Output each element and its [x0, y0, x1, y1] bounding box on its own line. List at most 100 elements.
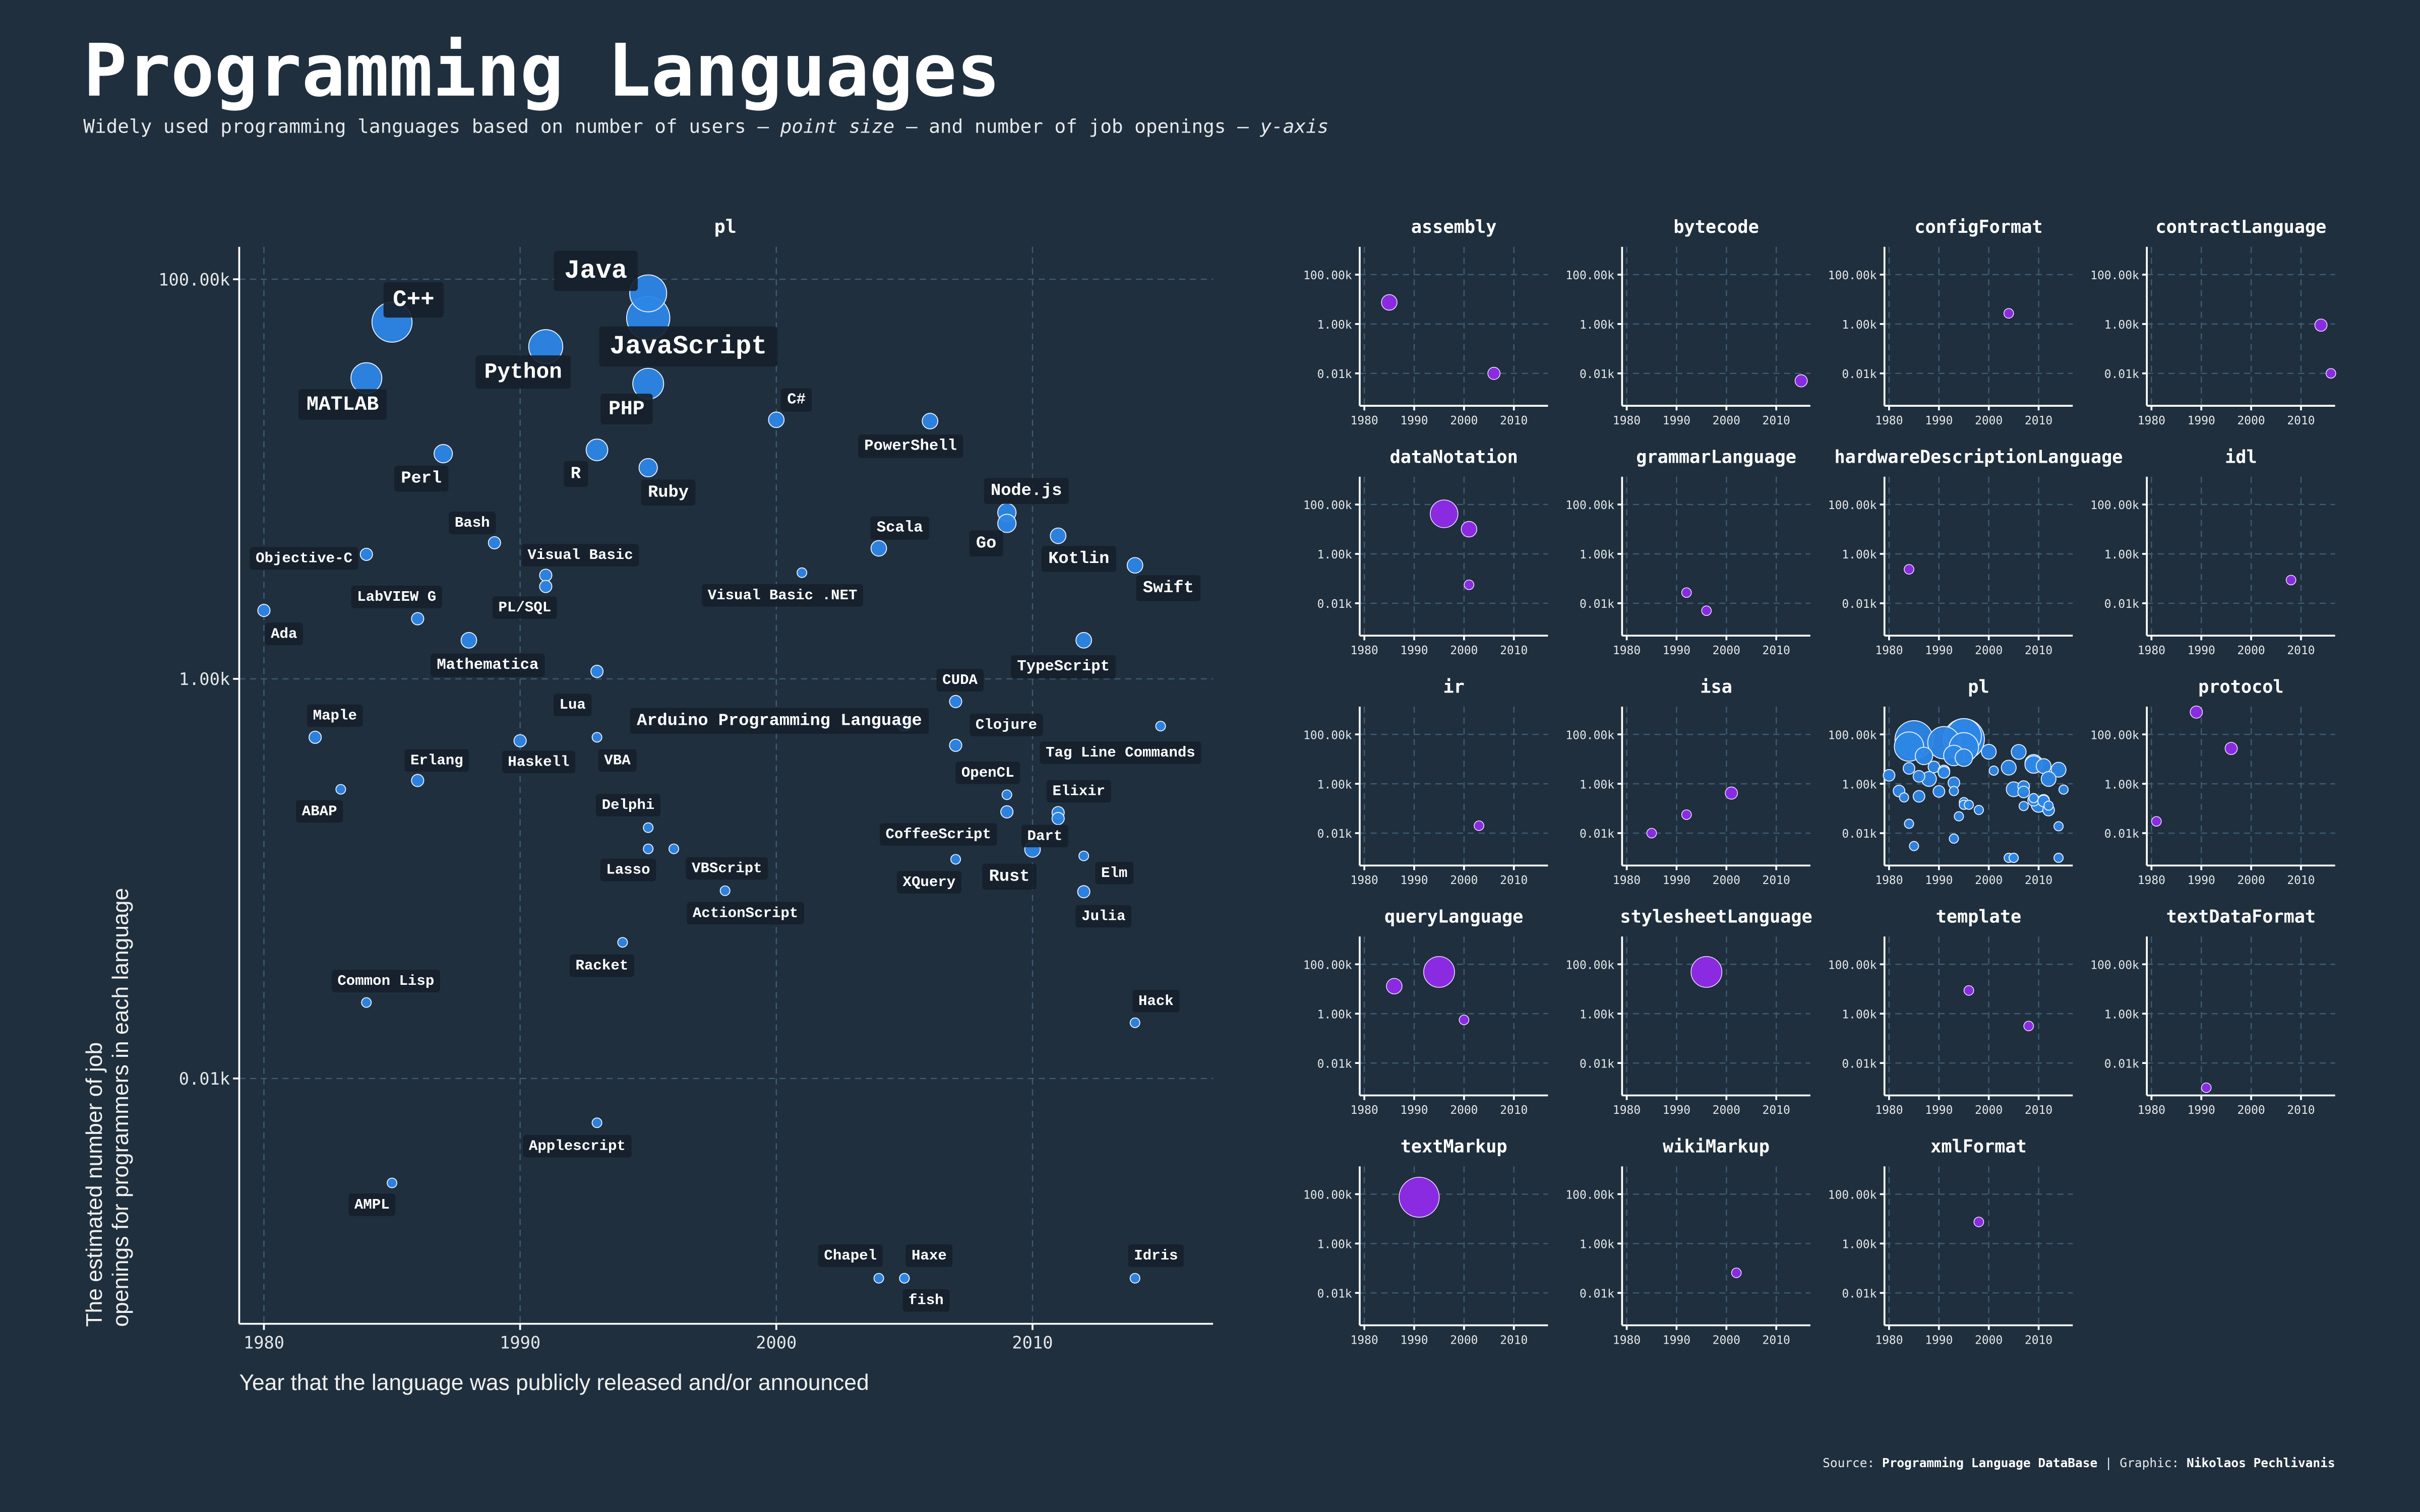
- data-point: [870, 540, 887, 557]
- point-label-text: OpenCL: [961, 765, 1014, 781]
- facet-y-tick-label: 0.01k: [2104, 598, 2139, 611]
- point-label-text: Arduino Programming Language: [637, 711, 922, 730]
- point-label-text: VBA: [604, 752, 631, 769]
- facet-x-tick-label: 1990: [1925, 874, 1953, 887]
- facet-title: template: [1936, 907, 2021, 927]
- point-label-background: [896, 871, 961, 894]
- facet-panel: xmlFormat 1980 1990 2000 2010 100.00k 1.00k 0.0…: [1828, 1137, 2073, 1347]
- facet-panel: protocol 1980 1990 2000 2010 100.00k 1.00k 0.01…: [2090, 676, 2335, 887]
- data-point: [949, 738, 962, 752]
- facet-x-tick-label: 1980: [2138, 414, 2165, 427]
- facet-x-tick-label: 1990: [2188, 414, 2215, 427]
- facet-y-tick-label: 100.00k: [1303, 959, 1352, 972]
- point-label: Scala: [870, 516, 929, 540]
- facet-x-tick-label: 2000: [1450, 414, 1478, 427]
- facet-panel: ir 1980 1990 2000 2010 100.00k 1.00k 0.01k: [1303, 676, 1548, 887]
- point-label: Bash: [449, 512, 496, 534]
- facet-data-point: [1681, 809, 1692, 820]
- facet-data-point: [2050, 762, 2067, 778]
- data-point: [257, 604, 271, 617]
- facet-x-tick-label: 2000: [1975, 1334, 2003, 1347]
- facet-y-tick-label: 0.01k: [2104, 1057, 2139, 1070]
- point-label-background: [780, 388, 812, 412]
- point-label-text: Haxe: [912, 1247, 947, 1264]
- point-label: Tag Line Commands: [1040, 741, 1201, 764]
- facet-data-point: [2001, 760, 2017, 776]
- facet-data-point: [1381, 294, 1398, 311]
- facet-y-tick-label: 100.00k: [1565, 1189, 1614, 1202]
- data-point: [591, 1117, 602, 1128]
- facet-x-tick-label: 2000: [1450, 644, 1478, 657]
- data-point: [411, 612, 425, 625]
- point-label-background: [599, 326, 778, 367]
- point-label-text: MATLAB: [307, 393, 379, 416]
- facet-x-tick-label: 1980: [1350, 1104, 1378, 1117]
- graphic-label: Graphic:: [2120, 1456, 2187, 1470]
- point-label: Go: [969, 530, 1003, 557]
- point-label: Erlang: [404, 749, 469, 772]
- facet-x-tick-label: 2010: [1763, 1104, 1790, 1117]
- facet-data-point: [2053, 853, 2064, 863]
- facet-data-point: [2017, 785, 2030, 798]
- data-point: [950, 854, 961, 865]
- facet-data-point: [2023, 1021, 2034, 1032]
- point-label-background: [702, 584, 864, 607]
- point-label: Elixir: [1046, 780, 1111, 803]
- facet-y-tick-label: 100.00k: [1565, 959, 1614, 972]
- point-label-text: Elm: [1101, 865, 1127, 881]
- facet-y-tick-label: 1.00k: [1580, 548, 1614, 561]
- point-label: JavaScript: [599, 326, 778, 367]
- point-label: Racket: [569, 954, 634, 977]
- data-point: [949, 695, 962, 708]
- point-label-text: ABAP: [302, 803, 337, 820]
- facet-x-tick-label: 2010: [1763, 1334, 1790, 1347]
- facet-data-point: [1487, 366, 1501, 380]
- facet-y-tick-label: 100.00k: [1828, 499, 1877, 512]
- point-label-background: [818, 1244, 883, 1267]
- facet-y-tick-label: 100.00k: [1303, 269, 1352, 282]
- point-label-text: Mathematica: [437, 657, 538, 674]
- point-label-background: [569, 954, 634, 977]
- main-panel-title: pl: [714, 216, 737, 237]
- facet-data-point: [2028, 793, 2039, 803]
- facet-y-tick-label: 0.01k: [1842, 368, 1877, 381]
- subtitle-yaxis-emphasis: y-axis: [1259, 115, 1328, 137]
- facet-x-tick-label: 1980: [1613, 414, 1641, 427]
- facet-x-tick-label: 2000: [2237, 644, 2265, 657]
- facet-data-point: [1909, 841, 1919, 851]
- facet-x-tick-label: 2010: [2287, 414, 2315, 427]
- facet-data-point: [1725, 786, 1738, 800]
- facet-y-tick-label: 100.00k: [1828, 729, 1877, 742]
- point-label: Haskell: [502, 750, 576, 774]
- point-label-background: [630, 708, 929, 734]
- point-label: VBA: [598, 749, 637, 772]
- facet-data-point: [1386, 978, 1403, 994]
- facet-data-point: [1883, 769, 1896, 782]
- facet-y-tick-label: 100.00k: [1828, 959, 1877, 972]
- point-label-text: Hack: [1138, 993, 1174, 1010]
- data-point: [1051, 811, 1065, 826]
- data-point: [488, 536, 501, 549]
- facet-x-tick-label: 1980: [1875, 1334, 1903, 1347]
- point-label: Applescript: [523, 1135, 632, 1158]
- point-label: ActionScript: [687, 902, 804, 925]
- caption-separator: |: [2097, 1456, 2120, 1470]
- facet-data-point: [1949, 833, 1959, 844]
- facet-data-point: [2325, 368, 2336, 379]
- data-point: [1075, 632, 1092, 649]
- point-label-background: [955, 761, 1020, 784]
- point-label: AMPL: [348, 1193, 396, 1216]
- subtitle: Widely used programming languages based …: [83, 115, 1328, 137]
- facet-y-tick-label: 0.01k: [1842, 1287, 1877, 1300]
- facet-data-point: [1399, 1176, 1440, 1218]
- facet-data-point: [1981, 743, 1997, 760]
- point-label-text: Haskell: [508, 753, 569, 770]
- facet-y-tick-label: 1.00k: [1317, 548, 1352, 561]
- facet-data-point: [1731, 1268, 1742, 1278]
- point-label: Kotlin: [1041, 546, 1116, 572]
- point-label-background: [383, 282, 444, 318]
- point-label-text: Applescript: [529, 1138, 626, 1155]
- point-label-background: [984, 478, 1069, 504]
- facet-x-tick-label: 1990: [1663, 414, 1690, 427]
